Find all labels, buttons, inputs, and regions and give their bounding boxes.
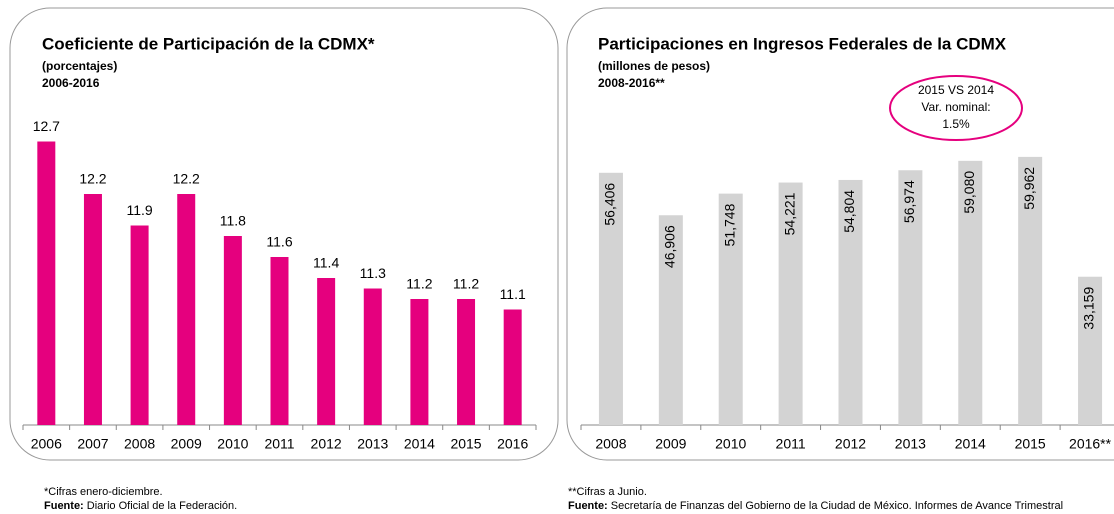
bar [223,236,242,425]
x-tick-label: 2016 [497,436,528,452]
note: *Cifras enero-diciembre. [44,486,163,498]
bar [778,182,803,425]
value-label: 56,974 [901,180,917,223]
value-label: 11.2 [453,276,479,292]
value-label: 11.9 [126,202,152,218]
subtitle: (porcentajes) [42,59,117,73]
bar [898,170,923,425]
bar [37,141,56,425]
bar [177,194,196,425]
chart-title: Coeficiente de Participación de la CDMX* [42,34,375,53]
x-tick-label: 2012 [311,436,342,452]
annotation: 2015 VS 2014 [918,83,994,97]
bar [317,278,336,425]
value-label: 46,906 [662,225,678,268]
left-panel [9,7,559,461]
bar [718,193,743,425]
value-label: 59,962 [1021,167,1037,210]
bar [838,179,863,425]
value-label: 11.1 [500,286,526,302]
period: 2006-2016 [42,76,100,90]
x-tick-label: 2009 [655,436,686,452]
x-tick-label: 2012 [835,436,866,452]
x-tick-label: 2009 [171,436,202,452]
x-tick-label: 2013 [895,436,926,452]
bar [410,299,429,425]
chart-title: Participaciones en Ingresos Federales de… [598,34,1007,53]
bar [83,194,102,425]
source-text: Diario Oficial de la Federación. [87,500,237,512]
bar [658,215,683,425]
value-label: 51,748 [721,203,737,246]
bar [598,172,623,425]
value-label: 54,804 [841,190,857,233]
value-label: 59,080 [961,171,977,214]
x-tick-label: 2008 [595,436,626,452]
annotation: 1.5% [942,117,970,131]
annotation: Var. nominal: [921,100,990,114]
value-label: 11.6 [266,234,292,250]
x-tick-label: 2013 [357,436,388,452]
subtitle: (millones de pesos) [598,59,710,73]
source-text: Secretaría de Finanzas del Gobierno de l… [611,500,1063,512]
x-tick-label: 2015 [450,436,481,452]
bar [1078,276,1103,425]
x-tick-label: 2016** [1069,436,1112,452]
right-panel [566,7,1114,461]
source: Fuente: Secretaría de Finanzas del Gobie… [568,500,1063,512]
bar [130,225,149,425]
x-tick-label: 2006 [31,436,62,452]
x-tick-label: 2008 [124,436,155,452]
x-tick-label: 2010 [217,436,248,452]
x-tick-label: 2015 [1015,436,1046,452]
value-label: 33,159 [1081,287,1097,330]
value-label: 11.3 [360,265,386,281]
x-tick-label: 2007 [77,436,108,452]
x-tick-label: 2011 [776,436,806,452]
value-label: 11.2 [406,276,432,292]
bar [1018,156,1043,425]
x-tick-label: 2010 [715,436,746,452]
value-label: 12.7 [33,118,60,134]
x-tick-label: 2011 [264,436,294,452]
source-label: Fuente: [568,500,608,512]
bar [958,160,983,425]
bar [503,309,522,425]
annotation-ellipse [889,75,1023,141]
bar [270,257,289,425]
value-label: 54,221 [781,192,797,235]
value-label: 12.2 [173,171,200,187]
x-tick-label: 2014 [955,436,986,452]
note: **Cifras a Junio. [568,486,647,498]
source: Fuente: Diario Oficial de la Federación. [44,500,237,512]
bar [457,299,476,425]
source-label: Fuente: [44,500,84,512]
value-label: 56,406 [602,183,618,226]
value-label: 12.2 [79,171,106,187]
period: 2008-2016** [598,76,665,90]
bar [363,288,382,425]
value-label: 11.8 [220,213,246,229]
value-label: 11.4 [313,255,339,271]
x-tick-label: 2014 [404,436,435,452]
